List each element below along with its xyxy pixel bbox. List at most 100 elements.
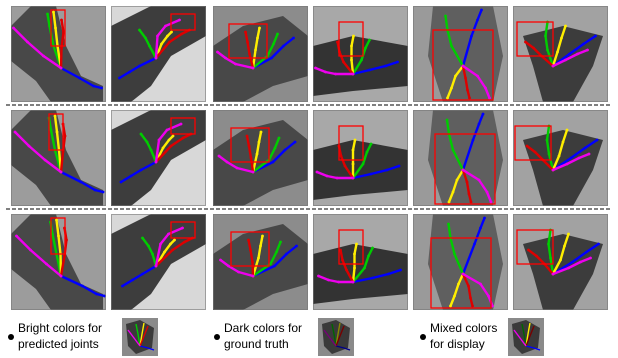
pinky-joint [564,58,567,62]
thumb-joint [585,250,588,254]
middle-joint [261,234,264,238]
highlight-box [338,229,364,265]
thumb-joint [138,64,141,68]
ring-joint [527,248,530,252]
thumb-joint [129,174,133,178]
ring-finger-line [527,248,555,276]
index-joint [549,256,552,260]
pinky-joint [351,280,355,284]
index-joint [361,162,365,166]
middle-finger-line [52,10,63,70]
pinky-joint [42,54,45,58]
ring-finger-line [247,238,255,278]
thumb-joint [79,180,83,184]
middle-joint [559,258,562,262]
ring-joint [248,52,251,56]
pinky-joint [43,158,47,162]
thumb-joint [273,264,276,268]
index-finger-line [251,136,281,174]
depth-image-r1-c4 [313,6,408,102]
ring-finger-line [337,144,355,180]
thumb-joint [139,168,143,172]
middle-joint [55,130,59,134]
pinky-joint [159,242,162,246]
thumb-joint [397,164,401,168]
pinky-joint [237,270,240,274]
thumb-joint [141,272,144,276]
thumb-finger-line [461,112,485,172]
pinky-joint [167,232,170,236]
thumb-joint [293,140,297,144]
thumb-joint [295,244,298,248]
pinky-joint [15,234,18,238]
highlight-box [516,229,554,265]
middle-finger-line [551,24,567,68]
pinky-joint [179,122,183,126]
middle-joint [258,26,261,30]
pinky-joint [586,48,589,52]
ring-joint [168,40,171,44]
pinky-joint [335,176,339,180]
pinky-finger-line [461,64,491,100]
thumb-joint [282,44,285,48]
pinky-finger-line [551,48,589,68]
pinky-joint [351,176,355,180]
highlight-box [50,9,66,47]
index-joint [276,32,279,36]
thumb-finger-line [525,345,541,351]
thumb-joint [131,278,134,282]
highlight-box [516,21,554,57]
depth-image-r3-c2 [111,214,206,310]
ring-joint [532,46,535,50]
middle-joint [259,130,263,134]
pinky-finger-line [323,329,337,347]
middle-joint [170,30,173,34]
index-finger-line [331,323,337,347]
ring-finger-line [139,325,149,347]
pinky-joint [154,160,158,164]
pinky-joint [314,66,317,70]
legend-label-line1: Dark colors for [224,321,303,335]
pinky-joint [461,168,465,172]
bullet-icon [420,334,426,340]
middle-joint [450,86,453,90]
index-joint [545,138,549,142]
pinky-joint [477,178,481,182]
depth-image-r2-c5 [413,110,508,206]
depth-image-r3-c3 [213,214,308,310]
thumb-joint [100,86,103,90]
thumb-finger-line [119,160,158,184]
pinky-joint [587,152,591,156]
index-joint [272,42,275,46]
middle-joint [567,232,570,236]
index-joint [360,58,363,62]
index-finger-line [135,323,141,347]
middle-joint [52,10,55,14]
ring-joint [246,40,249,44]
thumb-joint [95,292,98,296]
depth-image-r2-c1 [11,110,106,206]
highlight-box [338,21,364,57]
thumb-joint [93,188,97,192]
pinky-finger-line [13,130,63,174]
pinky-joint [485,190,489,194]
ring-finger-line [59,18,65,70]
index-joint [447,222,450,226]
thumb-finger-line [251,140,297,174]
middle-finger-line [551,128,569,172]
pinky-joint [551,168,555,172]
index-joint [144,36,147,40]
pinky-finger-line [15,234,63,278]
pinky-joint [491,304,494,308]
index-joint [444,14,447,18]
pinky-joint [476,74,479,78]
pinky-finger-line [551,152,591,172]
index-finger-line [445,118,465,172]
pinky-finger-line [154,18,181,60]
highlight-box [230,231,270,267]
ring-joint [169,144,173,148]
hand-skeleton-dark-icon [318,318,354,356]
ring-joint [467,192,471,196]
depth-image-r1-c5 [413,6,508,102]
highlight-box [434,133,496,205]
